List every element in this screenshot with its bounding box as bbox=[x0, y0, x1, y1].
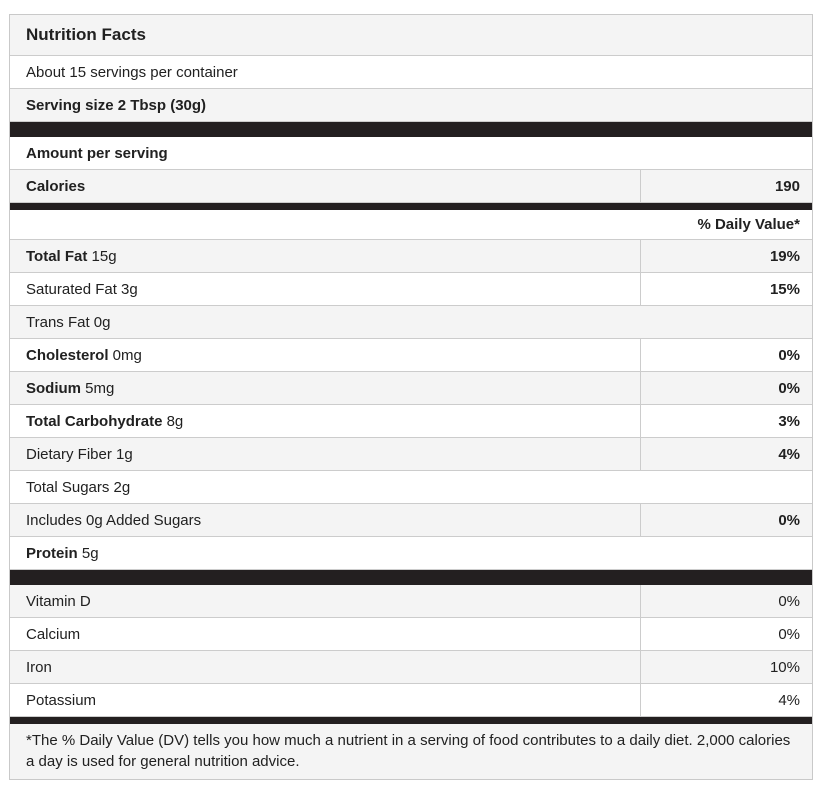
section-separator-bar bbox=[10, 717, 812, 724]
vitamin-name: Vitamin D bbox=[26, 592, 91, 610]
vitamin-name: Potassium bbox=[26, 691, 97, 709]
serving-size-text: Serving size 2 Tbsp (30g) bbox=[26, 96, 207, 114]
section-separator-bar bbox=[10, 570, 812, 585]
nutrient-amount: Dietary Fiber 1g bbox=[26, 445, 133, 463]
nutrient-amount: 0mg bbox=[108, 346, 142, 364]
vitamin-name: Iron bbox=[26, 658, 52, 676]
nutrient-row-protein: Protein 5g bbox=[10, 537, 812, 570]
nutrient-name: Sodium bbox=[26, 379, 81, 397]
nutrient-row-total-carbohydrate: Total Carbohydrate 8g 3% bbox=[10, 405, 812, 438]
vitamin-daily-value: 0% bbox=[640, 618, 812, 650]
servings-per-container-text: About 15 servings per container bbox=[26, 63, 238, 81]
nutrient-daily-value: 3% bbox=[640, 405, 812, 437]
nutrient-daily-value: 19% bbox=[640, 240, 812, 272]
nutrient-amount: Includes 0g Added Sugars bbox=[26, 511, 202, 529]
vitamin-daily-value: 10% bbox=[640, 651, 812, 683]
calories-value: 190 bbox=[640, 170, 812, 202]
vitamin-row-potassium: Potassium 4% bbox=[10, 684, 812, 717]
nutrient-daily-value: 0% bbox=[640, 339, 812, 371]
vitamin-daily-value: 0% bbox=[640, 585, 812, 617]
nutrient-name: Protein bbox=[26, 544, 78, 562]
nutrient-daily-value: 4% bbox=[640, 438, 812, 470]
nutrient-daily-value: 15% bbox=[640, 273, 812, 305]
nutrient-name: Cholesterol bbox=[26, 346, 109, 364]
nutrient-name: Total Carbohydrate bbox=[26, 412, 163, 430]
servings-per-container-row: About 15 servings per container bbox=[10, 56, 812, 89]
nutrient-daily-value: 0% bbox=[640, 504, 812, 536]
vitamin-row-calcium: Calcium 0% bbox=[10, 618, 812, 651]
nutrient-name: Total Fat bbox=[26, 247, 88, 265]
nutrient-row-total-fat: Total Fat 15g 19% bbox=[10, 240, 812, 273]
daily-value-header: % Daily Value* bbox=[10, 210, 812, 240]
nutrient-row-added-sugars: Includes 0g Added Sugars 0% bbox=[10, 504, 812, 537]
nutrient-row-dietary-fiber: Dietary Fiber 1g 4% bbox=[10, 438, 812, 471]
nutrient-row-total-sugars: Total Sugars 2g bbox=[10, 471, 812, 504]
section-separator-bar bbox=[10, 122, 812, 137]
vitamin-row-iron: Iron 10% bbox=[10, 651, 812, 684]
section-separator-bar bbox=[10, 203, 812, 210]
nutrient-row-cholesterol: Cholesterol 0mg 0% bbox=[10, 339, 812, 372]
nutrient-row-trans-fat: Trans Fat 0g bbox=[10, 306, 812, 339]
vitamin-daily-value: 4% bbox=[640, 684, 812, 716]
calories-row: Calories 190 bbox=[10, 170, 812, 203]
nutrition-facts-label: Nutrition Facts About 15 servings per co… bbox=[9, 14, 813, 780]
label-title: Nutrition Facts bbox=[10, 15, 812, 56]
nutrient-row-saturated-fat: Saturated Fat 3g 15% bbox=[10, 273, 812, 306]
amount-per-serving-text: Amount per serving bbox=[26, 144, 168, 162]
nutrient-row-sodium: Sodium 5mg 0% bbox=[10, 372, 812, 405]
serving-size-row: Serving size 2 Tbsp (30g) bbox=[10, 89, 812, 122]
nutrient-amount: 5g bbox=[77, 544, 99, 562]
nutrient-amount: Saturated Fat 3g bbox=[26, 280, 138, 298]
daily-value-footnote: *The % Daily Value (DV) tells you how mu… bbox=[10, 724, 812, 779]
nutrient-amount: Trans Fat 0g bbox=[26, 313, 111, 331]
nutrient-daily-value: 0% bbox=[640, 372, 812, 404]
nutrient-amount: 5mg bbox=[81, 379, 115, 397]
nutrient-amount: 15g bbox=[87, 247, 117, 265]
nutrient-amount: 8g bbox=[162, 412, 184, 430]
calories-label: Calories bbox=[26, 177, 86, 195]
nutrient-amount: Total Sugars 2g bbox=[26, 478, 131, 496]
vitamin-row-vitamin-d: Vitamin D 0% bbox=[10, 585, 812, 618]
vitamin-name: Calcium bbox=[26, 625, 81, 643]
amount-per-serving-row: Amount per serving bbox=[10, 137, 812, 170]
